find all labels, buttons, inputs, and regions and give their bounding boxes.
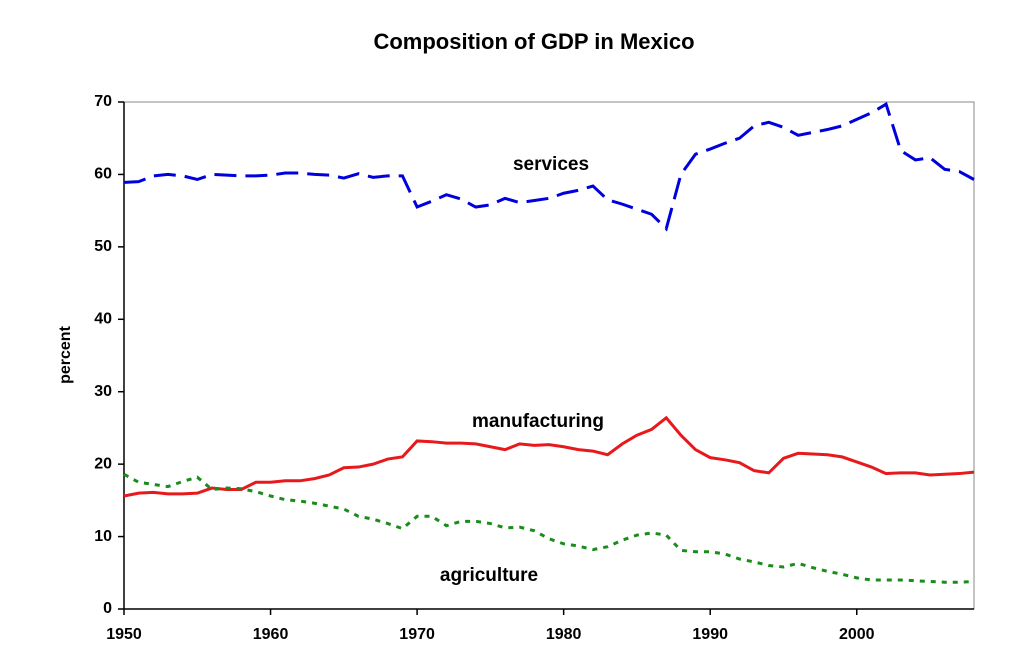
x-tick-label: 1970 <box>399 626 435 643</box>
series-label: services <box>513 154 589 175</box>
chart-title: Composition of GDP in Mexico <box>373 29 694 54</box>
plot-frame <box>123 101 975 610</box>
x-tick-label: 2000 <box>839 626 875 643</box>
x-tick-label: 1980 <box>546 626 582 643</box>
y-axis-label: percent <box>57 325 74 383</box>
series-line <box>123 415 975 498</box>
series-line <box>123 101 975 232</box>
series-label: agriculture <box>440 565 538 586</box>
x-tick-label: 1950 <box>106 626 142 643</box>
series-line <box>123 472 975 584</box>
y-tick-label: 60 <box>94 166 112 183</box>
y-tick-label: 0 <box>103 600 112 617</box>
y-tick-label: 50 <box>94 238 112 255</box>
x-tick-label: 1960 <box>253 626 289 643</box>
y-tick-label: 30 <box>94 383 112 400</box>
y-tick-label: 20 <box>94 455 112 472</box>
x-tick-label: 1990 <box>692 626 728 643</box>
y-tick-label: 70 <box>94 93 112 110</box>
series-label: manufacturing <box>472 411 604 432</box>
y-tick-label: 10 <box>94 528 112 545</box>
y-tick-label: 40 <box>94 311 112 328</box>
